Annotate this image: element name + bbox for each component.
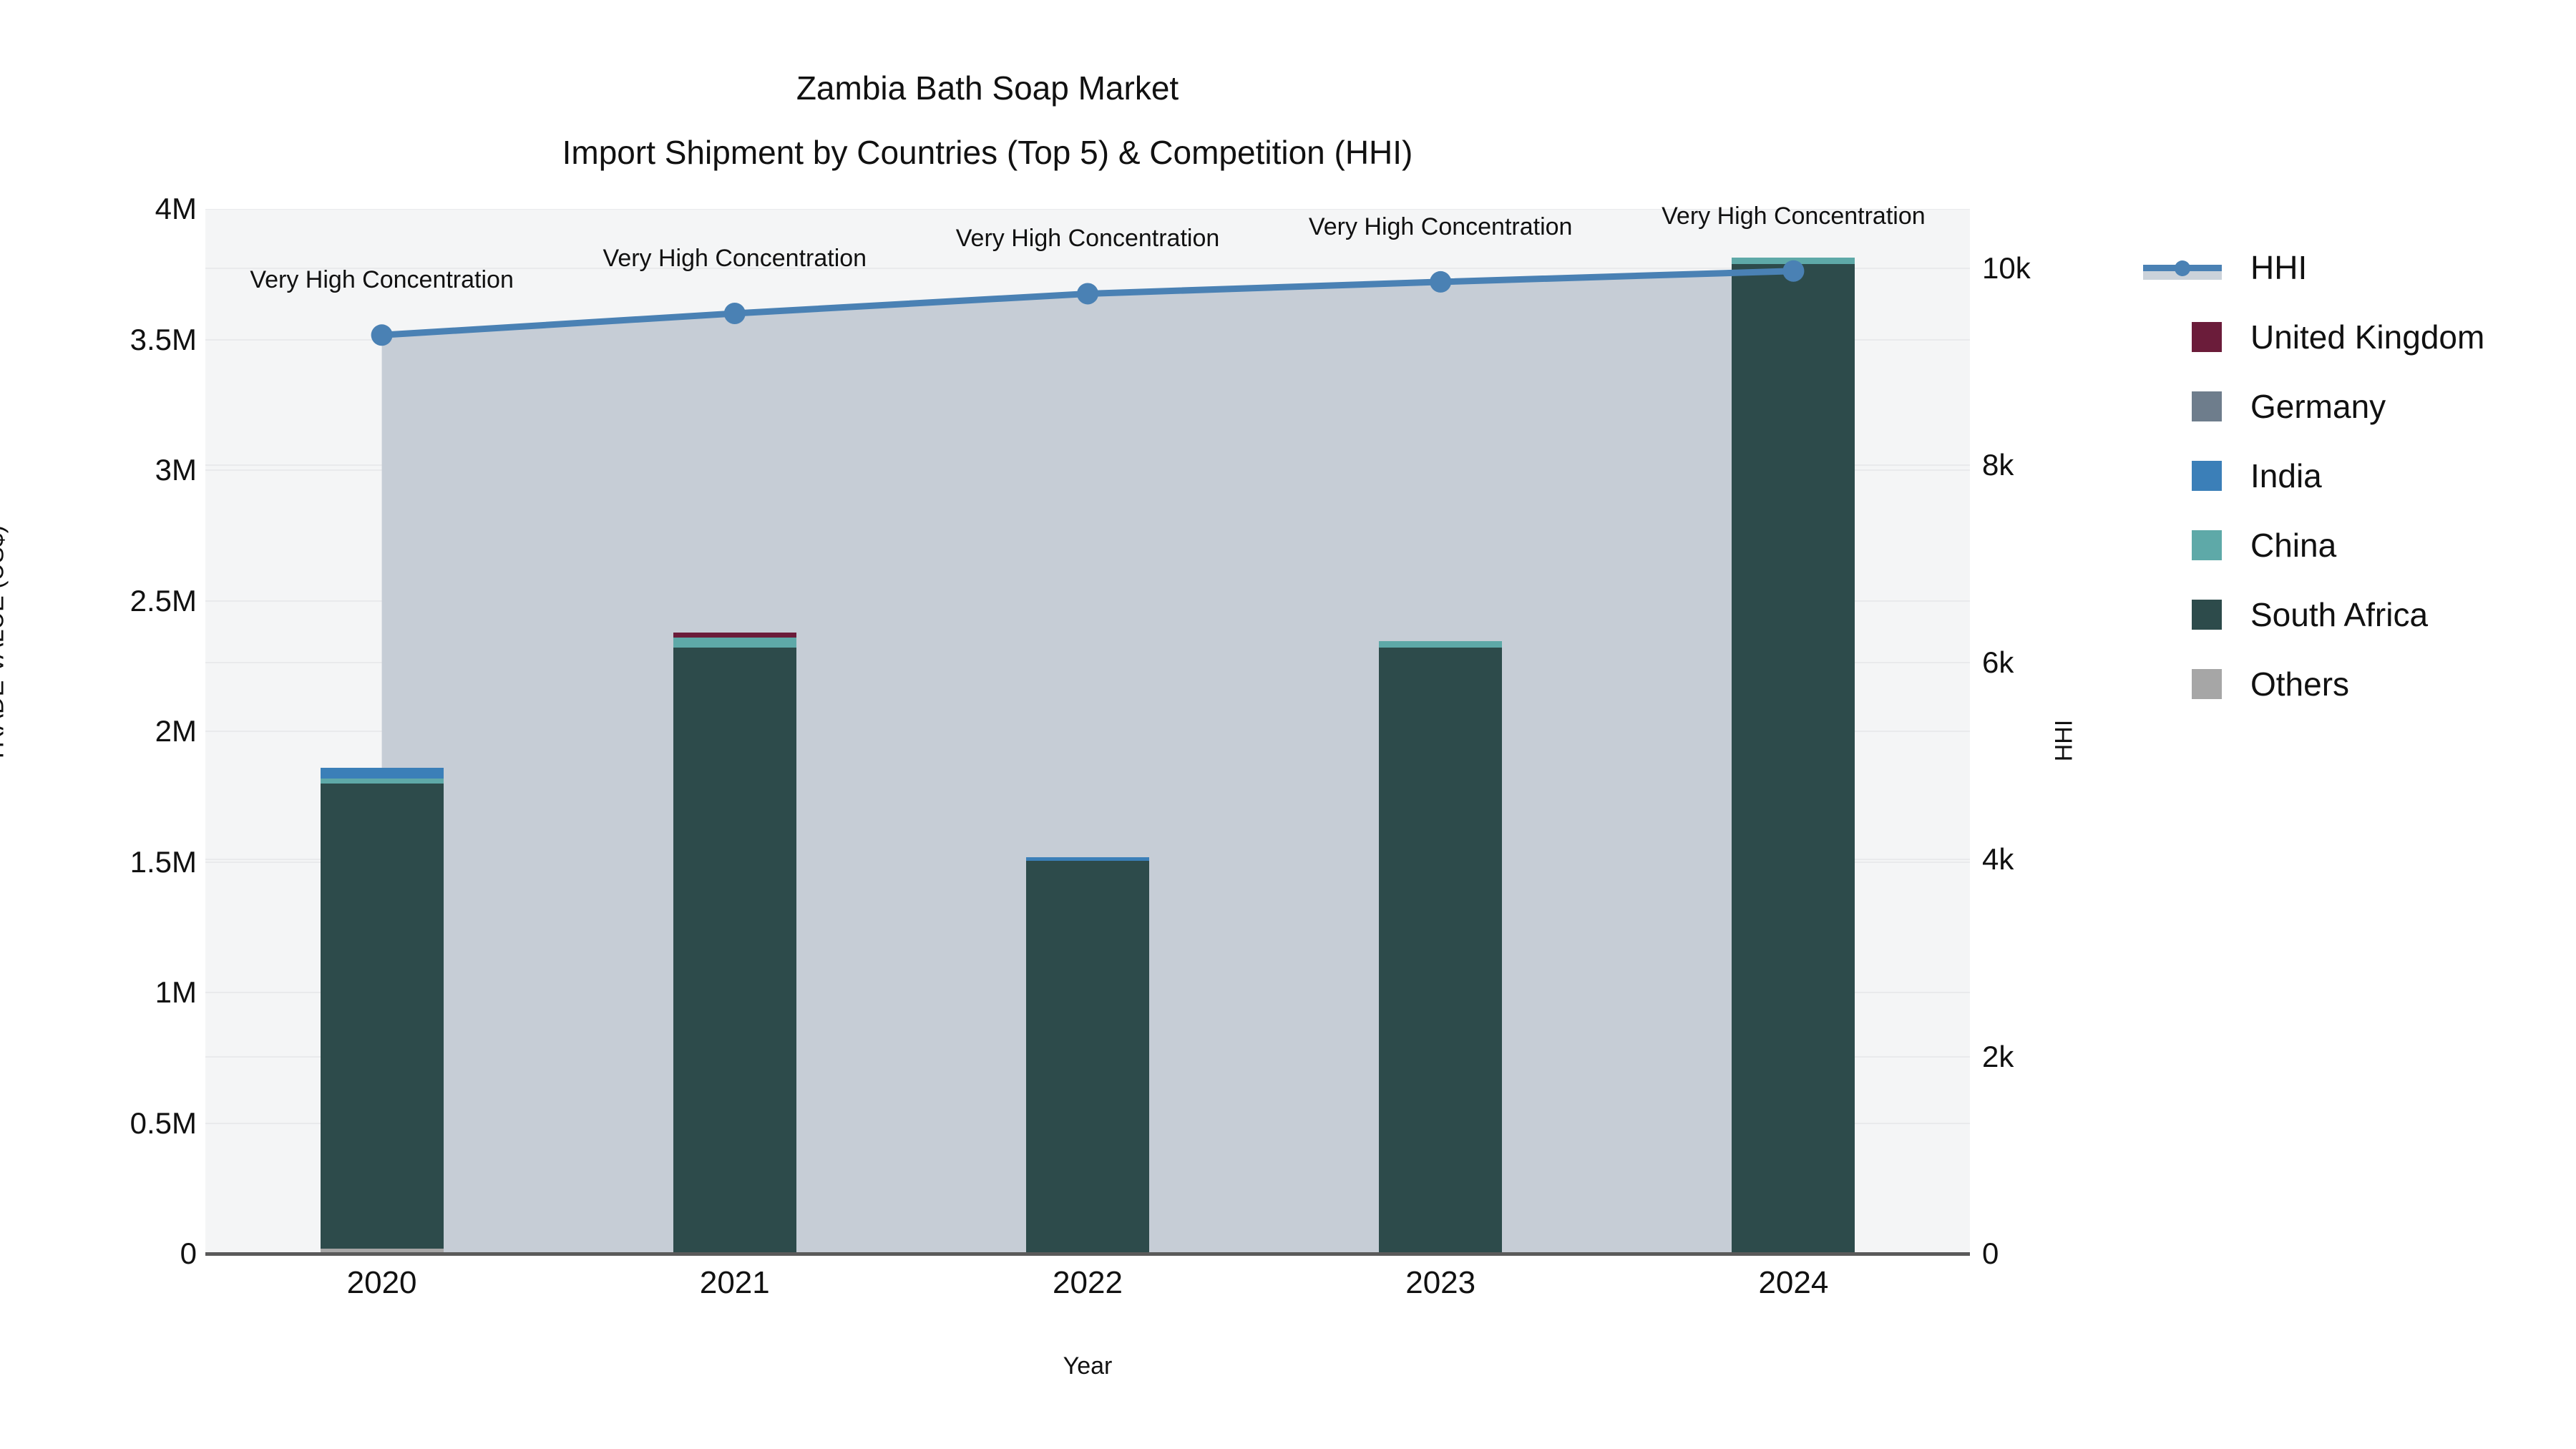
legend-line-dot [2175, 260, 2190, 276]
x-axis-line [205, 1252, 1970, 1256]
bar-2023[interactable] [1379, 640, 1503, 1254]
hhi-marker[interactable] [723, 303, 746, 324]
legend-item-united-kingdom[interactable]: United Kingdom [2143, 302, 2572, 371]
y-tick-right: 6k [1982, 645, 2014, 679]
legend-color-swatch [2192, 668, 2222, 699]
y-tick-left: 2.5M [130, 583, 197, 618]
bar-segment-south-africa[interactable] [1732, 263, 1855, 1254]
annotation-2023: Very High Concentration [1308, 213, 1573, 240]
y-tick-left: 0 [180, 1236, 197, 1270]
hhi-marker[interactable] [1782, 260, 1805, 282]
x-tick-2024: 2024 [1758, 1265, 1829, 1300]
legend-label: South Africa [2250, 595, 2429, 633]
bar-segment-china[interactable] [673, 637, 796, 648]
annotation-2021: Very High Concentration [602, 245, 867, 272]
y-tick-right: 10k [1982, 250, 2031, 285]
y-tick-right: 2k [1982, 1039, 2014, 1073]
y-tick-right: 4k [1982, 842, 2014, 877]
legend-label: Germany [2250, 387, 2386, 425]
hhi-line-series [371, 260, 1805, 346]
legend-item-germany[interactable]: Germany [2143, 371, 2572, 441]
bar-segment-china[interactable] [1379, 640, 1503, 648]
hhi-marker[interactable] [371, 324, 393, 346]
hhi-marker[interactable] [1077, 283, 1098, 305]
legend-item-hhi[interactable]: HHI [2143, 233, 2572, 302]
y-tick-right: 0 [1982, 1236, 1999, 1270]
y-tick-left: 3M [155, 453, 197, 487]
bar-2020[interactable] [320, 768, 444, 1254]
legend-item-others[interactable]: Others [2143, 649, 2572, 718]
x-axis-label: Year [1063, 1352, 1113, 1380]
annotation-2020: Very High Concentration [250, 266, 514, 294]
gridline [205, 209, 1970, 210]
y-tick-right: 8k [1982, 448, 2014, 482]
annotation-2022: Very High Concentration [955, 225, 1220, 253]
y-tick-left: 1M [155, 975, 197, 1009]
chart-title: Zambia Bath Soap Market Import Shipment … [0, 56, 1975, 185]
legend-label: India [2250, 457, 2322, 494]
x-tick-2020: 2020 [346, 1265, 417, 1300]
chart-title-line-2: Import Shipment by Countries (Top 5) & C… [562, 134, 1413, 171]
bar-2022[interactable] [1026, 857, 1149, 1254]
bar-segment-south-africa[interactable] [1026, 860, 1149, 1254]
chart-title-line-1: Zambia Bath Soap Market [796, 69, 1179, 107]
bar-segment-others[interactable] [320, 1248, 444, 1254]
legend-label: United Kingdom [2250, 318, 2485, 356]
y-tick-left: 3.5M [130, 322, 197, 356]
legend-line-swatch-icon [2143, 253, 2222, 283]
y-tick-left: 1.5M [130, 844, 197, 879]
bar-segment-south-africa[interactable] [320, 784, 444, 1249]
bar-segment-united-kingdom[interactable] [673, 633, 796, 638]
bar-segment-india[interactable] [1026, 857, 1149, 861]
bar-segment-south-africa[interactable] [1379, 648, 1503, 1254]
chart-legend: HHI United Kingdom Germany India China South … [2143, 233, 2572, 718]
legend-color-swatch [2192, 391, 2222, 421]
legend-item-china[interactable]: China [2143, 510, 2572, 580]
legend-color-swatch [2192, 321, 2222, 352]
legend-label: HHI [2250, 248, 2308, 286]
y-axis-left-label: TRADE VALUE (US$) [0, 525, 9, 763]
legend-item-south-africa[interactable]: South Africa [2143, 580, 2572, 649]
plot-inner [205, 209, 1970, 1254]
x-tick-2022: 2022 [1053, 1265, 1123, 1300]
legend-color-swatch [2192, 599, 2222, 630]
bar-2021[interactable] [673, 633, 796, 1254]
bar-segment-south-africa[interactable] [673, 648, 796, 1254]
legend-label: China [2250, 526, 2337, 564]
x-tick-2023: 2023 [1405, 1265, 1476, 1300]
bar-segment-india[interactable] [320, 768, 444, 779]
gridline [205, 267, 1970, 269]
annotation-2024: Very High Concentration [1662, 202, 1926, 230]
legend-color-swatch [2192, 460, 2222, 491]
hhi-marker[interactable] [1430, 270, 1452, 293]
y-tick-left: 0.5M [130, 1106, 197, 1140]
y-axis-right-label: HHI [2050, 719, 2078, 762]
y-tick-left: 4M [155, 192, 197, 225]
legend-color-swatch [2192, 530, 2222, 560]
bar-segment-china[interactable] [320, 779, 444, 784]
legend-label: Others [2250, 665, 2350, 703]
x-tick-2021: 2021 [699, 1265, 770, 1300]
legend-item-india[interactable]: India [2143, 441, 2572, 510]
y-tick-left: 2M [155, 714, 197, 748]
plot-area [205, 209, 1970, 1254]
